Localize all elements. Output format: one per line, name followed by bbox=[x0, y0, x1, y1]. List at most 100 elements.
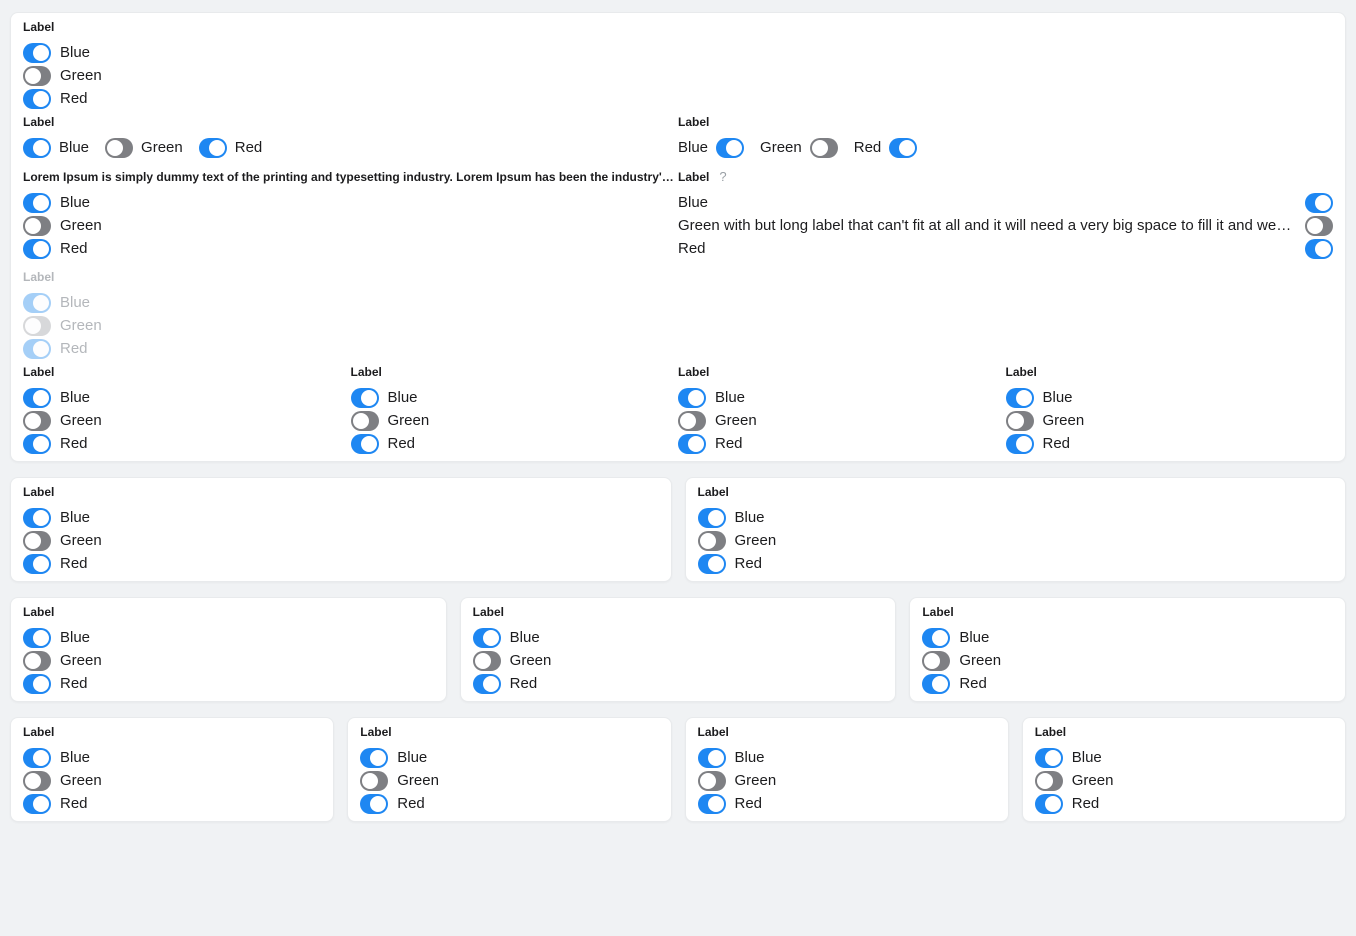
toggle-green[interactable] bbox=[360, 770, 389, 791]
toggle-green[interactable] bbox=[23, 650, 51, 671]
toggle-green[interactable] bbox=[23, 410, 51, 431]
toggle-red[interactable] bbox=[1305, 238, 1333, 259]
toggle-group-vertical: Label Blue Green Red bbox=[472, 605, 884, 695]
toggle-label-red: Red bbox=[509, 674, 538, 692]
toggle-green[interactable] bbox=[23, 215, 51, 236]
toggle-green[interactable] bbox=[678, 410, 706, 431]
toggle-blue[interactable] bbox=[23, 507, 51, 528]
toggle-row: Blue bbox=[1005, 386, 1334, 409]
toggle-red[interactable] bbox=[23, 553, 51, 574]
toggle-blue[interactable] bbox=[922, 627, 951, 648]
toggle-red[interactable] bbox=[889, 137, 918, 158]
toggle-group-vertical: Label Blue Green Red bbox=[922, 605, 1333, 695]
toggle-row: Red bbox=[922, 672, 1333, 695]
toggle-red[interactable] bbox=[23, 793, 51, 814]
toggle-red[interactable] bbox=[472, 673, 501, 694]
toggle-green[interactable] bbox=[1034, 770, 1063, 791]
toggle-blue[interactable] bbox=[23, 42, 51, 63]
toggle-row: Green bbox=[360, 769, 658, 792]
toggle-demo-card: Label Blue Green Red bbox=[684, 717, 1009, 822]
toggle-red[interactable] bbox=[23, 673, 51, 694]
toggle-blue[interactable] bbox=[23, 137, 51, 158]
toggle-blue[interactable] bbox=[716, 137, 745, 158]
toggle-label-red: Red bbox=[60, 239, 88, 257]
toggle-green[interactable] bbox=[922, 650, 951, 671]
toggle-blue[interactable] bbox=[23, 747, 51, 768]
toggle-green[interactable] bbox=[350, 410, 379, 431]
toggle-label-red: Red bbox=[60, 434, 88, 452]
toggle-red[interactable] bbox=[1005, 433, 1034, 454]
toggle-blue[interactable] bbox=[23, 387, 51, 408]
toggle-row: Red bbox=[360, 792, 658, 815]
toggle-green[interactable] bbox=[23, 65, 51, 86]
toggle-group-vertical: Label Blue Green Red bbox=[678, 365, 1006, 455]
toggle-group-vertical: Label Blue Green Red bbox=[1034, 725, 1333, 815]
toggle-row: Red bbox=[23, 672, 434, 695]
toggle-red[interactable] bbox=[697, 793, 726, 814]
toggle-green[interactable] bbox=[1305, 215, 1333, 236]
toggle-blue[interactable] bbox=[697, 507, 726, 528]
toggle-label-blue: Blue bbox=[60, 628, 91, 646]
toggle-group-inline-label-after: Label Blue Green Red bbox=[23, 115, 678, 159]
toggle-red[interactable] bbox=[23, 238, 51, 259]
toggle-blue[interactable] bbox=[350, 387, 379, 408]
toggle-label-red: Red bbox=[1071, 794, 1100, 812]
toggle-group-disabled: Label Blue Green Red bbox=[23, 270, 678, 360]
toggle-row: Green bbox=[1005, 409, 1334, 432]
empty-cell bbox=[678, 270, 1333, 360]
toggle-blue[interactable] bbox=[697, 747, 726, 768]
toggle-label-green: Green bbox=[734, 531, 777, 549]
toggle-red[interactable] bbox=[360, 793, 389, 814]
toggle-green[interactable] bbox=[23, 530, 51, 551]
toggle-green[interactable] bbox=[472, 650, 501, 671]
toggle-red[interactable] bbox=[23, 88, 51, 109]
empty-cell bbox=[678, 20, 1333, 110]
toggle-blue[interactable] bbox=[1005, 387, 1034, 408]
main-card-row-2: Label Blue Green Red bbox=[23, 115, 1333, 165]
toggle-green[interactable] bbox=[1005, 410, 1034, 431]
toggle-blue[interactable] bbox=[360, 747, 389, 768]
toggle-label-red: Red bbox=[234, 138, 263, 156]
help-icon[interactable]: ? bbox=[719, 169, 727, 184]
toggle-group-vertical: Label Blue Green Red bbox=[23, 725, 321, 815]
toggle-label-red: Red bbox=[678, 239, 706, 257]
toggle-red[interactable] bbox=[678, 433, 706, 454]
toggle-label-red: Red bbox=[853, 138, 882, 156]
toggle-blue[interactable] bbox=[678, 387, 706, 408]
toggle-green[interactable] bbox=[697, 530, 726, 551]
toggle-label-green: Green bbox=[1042, 411, 1085, 429]
toggle-row: Green bbox=[23, 64, 678, 87]
toggle-item: Green bbox=[105, 137, 183, 158]
toggle-green[interactable] bbox=[697, 770, 726, 791]
toggle-row: Red bbox=[23, 432, 351, 455]
toggle-red[interactable] bbox=[922, 673, 951, 694]
toggle-row: Blue bbox=[23, 41, 678, 64]
toggle-red[interactable] bbox=[697, 553, 726, 574]
toggle-label-red: Red bbox=[387, 434, 416, 452]
toggle-row: Red bbox=[1005, 432, 1334, 455]
toggle-green[interactable] bbox=[809, 137, 838, 158]
toggle-blue[interactable] bbox=[1034, 747, 1063, 768]
toggle-red[interactable] bbox=[198, 137, 227, 158]
toggle-blue[interactable] bbox=[1305, 192, 1333, 213]
toggle-label-blue: Blue bbox=[715, 388, 746, 406]
group-label: Label bbox=[23, 725, 55, 739]
toggle-red-disabled bbox=[23, 338, 51, 359]
toggle-green[interactable] bbox=[23, 770, 51, 791]
toggle-group-vertical: Label Blue Green Red bbox=[350, 365, 679, 455]
toggle-blue[interactable] bbox=[23, 192, 51, 213]
toggle-blue[interactable] bbox=[23, 627, 51, 648]
toggle-row: Green with but long label that can't fit… bbox=[678, 214, 1333, 237]
toggle-row: Blue bbox=[678, 386, 1006, 409]
toggle-red[interactable] bbox=[350, 433, 379, 454]
toggle-red[interactable] bbox=[23, 433, 51, 454]
toggle-group-vertical: Label Blue Green Red bbox=[360, 725, 658, 815]
toggle-label-blue: Blue bbox=[60, 293, 91, 311]
toggle-red[interactable] bbox=[1034, 793, 1063, 814]
toggle-label-green: Green bbox=[60, 66, 102, 84]
toggle-label-blue: Blue bbox=[60, 388, 91, 406]
toggle-row: Green bbox=[23, 214, 678, 237]
toggle-blue[interactable] bbox=[472, 627, 501, 648]
toggle-green[interactable] bbox=[105, 137, 134, 158]
toggle-label-blue: Blue bbox=[387, 388, 418, 406]
